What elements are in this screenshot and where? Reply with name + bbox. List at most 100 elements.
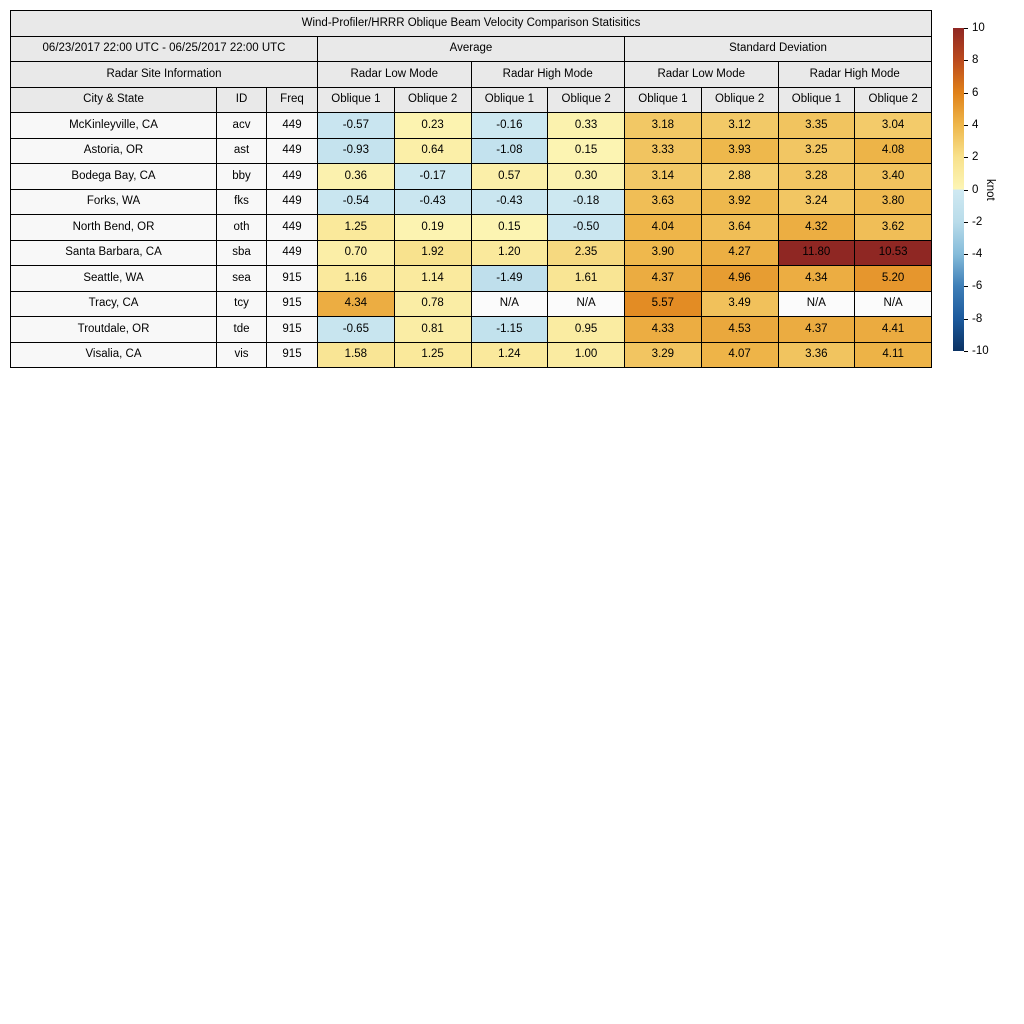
- city-cell: Tracy, CA: [10, 290, 217, 317]
- value-cell: 0.15: [547, 137, 625, 164]
- value-cell: 4.04: [624, 214, 702, 241]
- site-id-cell: tde: [216, 316, 267, 343]
- value-cell: 3.29: [624, 341, 702, 368]
- column-header: Oblique 1: [624, 86, 702, 113]
- value-cell: -0.93: [317, 137, 395, 164]
- value-cell: 3.24: [777, 188, 856, 215]
- table-row: Forks, WA fks 449 -0.54 -0.43 -0.43 -0.18 3.63 3…: [10, 188, 932, 215]
- freq-cell: 449: [266, 188, 318, 215]
- freq-cell: 915: [266, 341, 318, 368]
- colorbar-tick: [964, 254, 968, 256]
- value-cell: 11.80: [777, 239, 856, 266]
- site-id-cell: sea: [216, 265, 267, 292]
- site-info-header: Radar Site Information: [10, 61, 318, 88]
- value-cell: 4.41: [854, 316, 932, 343]
- colorbar-tick: [964, 221, 968, 223]
- site-id-cell: vis: [216, 341, 267, 368]
- table-row: McKinleyville, CA acv 449 -0.57 0.23 -0.16 0.3…: [10, 112, 932, 139]
- colorbar-tick: [964, 318, 968, 320]
- value-cell: -0.16: [470, 112, 549, 139]
- city-cell: Santa Barbara, CA: [10, 239, 217, 266]
- colorbar-tick-label: -2: [972, 215, 983, 228]
- value-cell: -0.54: [317, 188, 395, 215]
- value-cell: 3.62: [854, 214, 932, 241]
- city-cell: Troutdale, OR: [10, 316, 217, 343]
- value-cell: 10.53: [854, 239, 932, 266]
- mode-header-row: Radar Site Information Radar Low Mode Ra…: [10, 61, 932, 88]
- value-cell: 1.61: [547, 265, 625, 292]
- value-cell: 2.88: [700, 163, 779, 190]
- value-cell: 3.64: [700, 214, 779, 241]
- value-cell: 3.28: [777, 163, 856, 190]
- value-cell: -1.08: [470, 137, 549, 164]
- value-cell: 0.81: [393, 316, 472, 343]
- city-cell: Seattle, WA: [10, 265, 217, 292]
- std-dev-group-header: Standard Deviation: [624, 35, 932, 62]
- value-cell: -0.17: [393, 163, 472, 190]
- table-header: Wind-Profiler/HRRR Oblique Beam Velocity…: [10, 10, 932, 113]
- value-cell: 3.12: [700, 112, 779, 139]
- colorbar-unit-label: knot: [984, 178, 996, 201]
- colorbar-tick-label: 4: [972, 118, 979, 131]
- value-cell: 4.34: [777, 265, 856, 292]
- value-cell: 1.25: [393, 341, 472, 368]
- value-cell: 3.90: [624, 239, 702, 266]
- city-cell: McKinleyville, CA: [10, 112, 217, 139]
- value-cell: 4.34: [317, 290, 395, 317]
- colorbar-tick-label: 2: [972, 151, 979, 164]
- colorbar-tick: [964, 286, 968, 288]
- column-header: Oblique 2: [854, 86, 932, 113]
- value-cell: -0.50: [547, 214, 625, 241]
- value-cell: 3.25: [777, 137, 856, 164]
- value-cell: 0.57: [470, 163, 549, 190]
- value-cell: 3.36: [777, 341, 856, 368]
- table-row: North Bend, OR oth 449 1.25 0.19 0.15 -0.50 4.0…: [10, 214, 932, 241]
- group-header-row: 06/23/2017 22:00 UTC - 06/25/2017 22:00 …: [10, 35, 932, 62]
- value-cell: 3.80: [854, 188, 932, 215]
- mode-header: Radar High Mode: [777, 61, 932, 88]
- column-header: Oblique 1: [470, 86, 549, 113]
- value-cell: 0.23: [393, 112, 472, 139]
- value-cell: -0.57: [317, 112, 395, 139]
- site-id-cell: acv: [216, 112, 267, 139]
- colorbar-gradient: [953, 28, 964, 351]
- value-cell: 0.70: [317, 239, 395, 266]
- colorbar-tick: [964, 157, 968, 159]
- value-cell: N/A: [547, 290, 625, 317]
- value-cell: -0.65: [317, 316, 395, 343]
- site-id-cell: ast: [216, 137, 267, 164]
- colorbar-tick-label: -6: [972, 280, 983, 293]
- column-header: Oblique 2: [700, 86, 779, 113]
- value-cell: -1.49: [470, 265, 549, 292]
- value-cell: 4.11: [854, 341, 932, 368]
- value-cell: 0.95: [547, 316, 625, 343]
- colorbar-tick-label: 6: [972, 86, 979, 99]
- site-id-cell: tcy: [216, 290, 267, 317]
- table-row: Visalia, CA vis 915 1.58 1.25 1.24 1.00 3.29 4.0…: [10, 341, 932, 368]
- colorbar-tick-label: -10: [972, 345, 989, 357]
- colorbar-tick: [964, 124, 968, 126]
- value-cell: 3.33: [624, 137, 702, 164]
- colorbar-tick-label: 8: [972, 54, 979, 67]
- value-cell: 0.64: [393, 137, 472, 164]
- freq-cell: 449: [266, 163, 318, 190]
- table-row: Bodega Bay, CA bby 449 0.36 -0.17 0.57 0.30 3.1…: [10, 163, 932, 190]
- value-cell: 5.20: [854, 265, 932, 292]
- value-cell: 1.25: [317, 214, 395, 241]
- value-cell: 0.33: [547, 112, 625, 139]
- title-row: Wind-Profiler/HRRR Oblique Beam Velocity…: [10, 10, 932, 37]
- table-row: Astoria, OR ast 449 -0.93 0.64 -1.08 0.15 3.33 3…: [10, 137, 932, 164]
- value-cell: 4.08: [854, 137, 932, 164]
- value-cell: 4.33: [624, 316, 702, 343]
- mode-header: Radar High Mode: [470, 61, 625, 88]
- value-cell: 4.32: [777, 214, 856, 241]
- site-id-cell: sba: [216, 239, 267, 266]
- table-row: Troutdale, OR tde 915 -0.65 0.81 -1.15 0.95 4.3…: [10, 316, 932, 343]
- value-cell: 3.18: [624, 112, 702, 139]
- average-group-header: Average: [317, 35, 625, 62]
- column-header-row: City & State ID Freq Oblique 1 Oblique 2…: [10, 86, 932, 113]
- value-cell: 0.30: [547, 163, 625, 190]
- value-cell: 3.04: [854, 112, 932, 139]
- value-cell: 1.14: [393, 265, 472, 292]
